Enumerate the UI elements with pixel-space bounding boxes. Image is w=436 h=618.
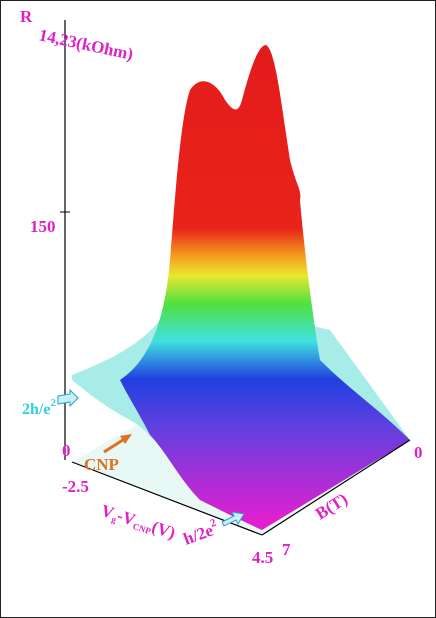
- x-tick-label: -2.5: [62, 477, 89, 496]
- z-tick-label: 150: [30, 217, 56, 236]
- z-tick-label: 0: [62, 441, 71, 460]
- text-part: 2: [209, 517, 219, 530]
- plateau-arrow: [57, 388, 79, 408]
- plateau-arrow: [221, 511, 245, 527]
- text-part: g: [110, 514, 118, 525]
- surface: [120, 45, 410, 530]
- z-symbol: R: [20, 7, 33, 26]
- cnp-arrowhead: [120, 434, 132, 444]
- y-tick-label: 0: [414, 443, 423, 462]
- y-axis: [261, 439, 411, 536]
- x-tick-label: 4.5: [252, 548, 273, 567]
- y-tick-label: 7: [282, 540, 291, 559]
- text-part: 2: [50, 397, 56, 409]
- annotation: 2h/e2: [22, 397, 56, 418]
- text-part: 2h/e: [22, 401, 50, 418]
- text-part: -V: [115, 506, 139, 530]
- cnp-label: CNP: [84, 455, 119, 474]
- cnp-arrow: [103, 436, 127, 454]
